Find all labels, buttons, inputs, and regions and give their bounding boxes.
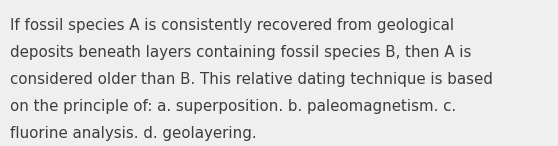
Text: deposits beneath layers containing fossil species B, then A is: deposits beneath layers containing fossi… [10, 45, 472, 60]
Text: If fossil species A is consistently recovered from geological: If fossil species A is consistently reco… [10, 18, 454, 33]
Text: on the principle of: a. superposition. b. paleomagnetism. c.: on the principle of: a. superposition. b… [10, 99, 456, 114]
Text: considered older than B. This relative dating technique is based: considered older than B. This relative d… [10, 72, 493, 87]
Text: fluorine analysis. d. geolayering.: fluorine analysis. d. geolayering. [10, 126, 257, 141]
